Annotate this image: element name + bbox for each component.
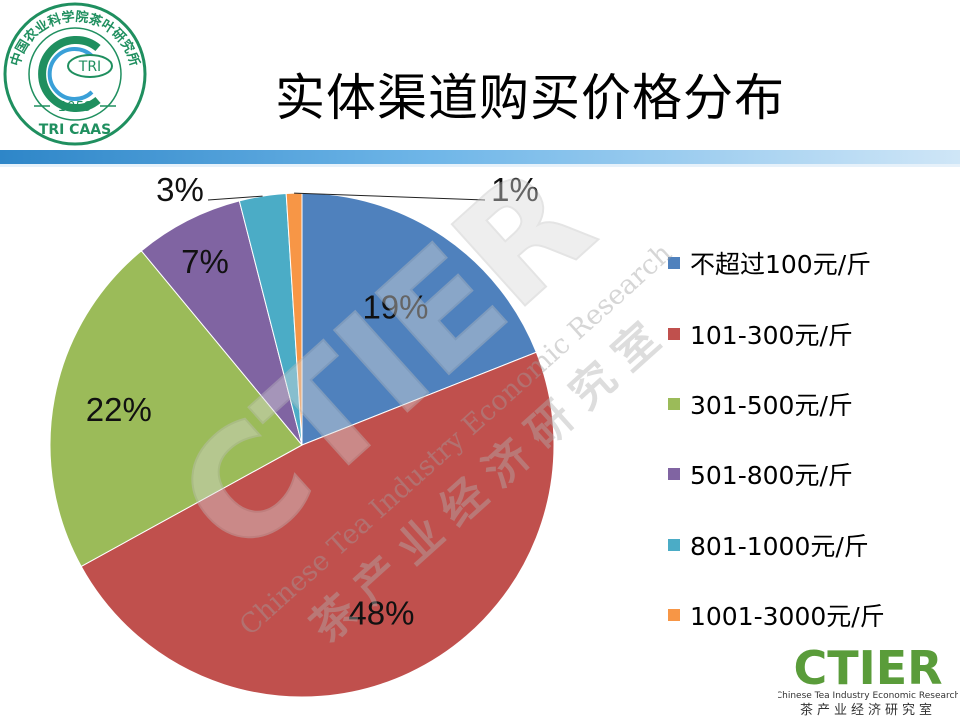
legend-swatch <box>668 609 680 622</box>
ctier-logo-english: Chinese Tea Industry Economic Research <box>778 691 958 701</box>
tri-logo-center-text: TRI <box>78 59 101 75</box>
pie-data-labels: 19% 48% 22% 7% 3% 1% <box>86 171 539 632</box>
legend-swatch <box>668 327 680 340</box>
pie-data-label: 22% <box>86 391 152 428</box>
legend-item: 1001-3000元/斤 <box>668 580 885 650</box>
header-divider-shadow <box>0 164 960 167</box>
tri-caas-logo: 中国农业科学院茶叶研究所 TRI 1958 TRI CAAS <box>3 2 147 146</box>
pie-leader-line <box>207 195 263 201</box>
legend-label: 101-300元/斤 <box>690 320 853 350</box>
legend-label: 1001-3000元/斤 <box>690 602 885 632</box>
chart-legend: 不超过100元/斤 101-300元/斤 301-500元/斤 501-800元… <box>668 228 885 650</box>
pie-leader-line <box>294 192 486 201</box>
pie-data-label: 1% <box>491 171 539 208</box>
legend-label: 501-800元/斤 <box>690 461 853 491</box>
pie-slice <box>140 200 303 446</box>
pie-data-label: 48% <box>348 595 414 632</box>
ctier-logo-text: CTIER <box>793 641 942 695</box>
legend-label: 不超过100元/斤 <box>690 250 872 280</box>
pie-slice <box>80 351 555 698</box>
legend-item: 501-800元/斤 <box>668 439 885 509</box>
pie-leader-lines <box>207 192 486 201</box>
tri-logo-bottom-text: TRI CAAS <box>39 122 111 138</box>
legend-swatch <box>668 538 680 551</box>
ctier-logo-chinese: 茶产业经济研究室 <box>800 702 936 718</box>
legend-label: 801-1000元/斤 <box>690 531 869 561</box>
pie-data-label: 7% <box>181 243 229 280</box>
ctier-logo: CTIER Chinese Tea Industry Economic Rese… <box>778 641 958 718</box>
legend-item: 101-300元/斤 <box>668 298 885 368</box>
pie-slice <box>49 250 303 568</box>
legend-swatch <box>668 468 680 481</box>
legend-swatch <box>668 397 680 410</box>
legend-item: 801-1000元/斤 <box>668 510 885 580</box>
header-divider-band <box>0 150 960 164</box>
legend-item: 不超过100元/斤 <box>668 228 885 298</box>
pie-slice <box>301 192 537 446</box>
legend-label: 301-500元/斤 <box>690 390 853 420</box>
pie-data-label: 3% <box>156 171 204 208</box>
tri-logo-year: 1958 <box>58 100 91 115</box>
pie-slices <box>49 192 555 698</box>
legend-item: 301-500元/斤 <box>668 369 885 439</box>
pie-data-label: 19% <box>362 288 428 325</box>
legend-swatch <box>668 257 680 270</box>
page-title: 实体渠道购买价格分布 <box>275 69 785 127</box>
